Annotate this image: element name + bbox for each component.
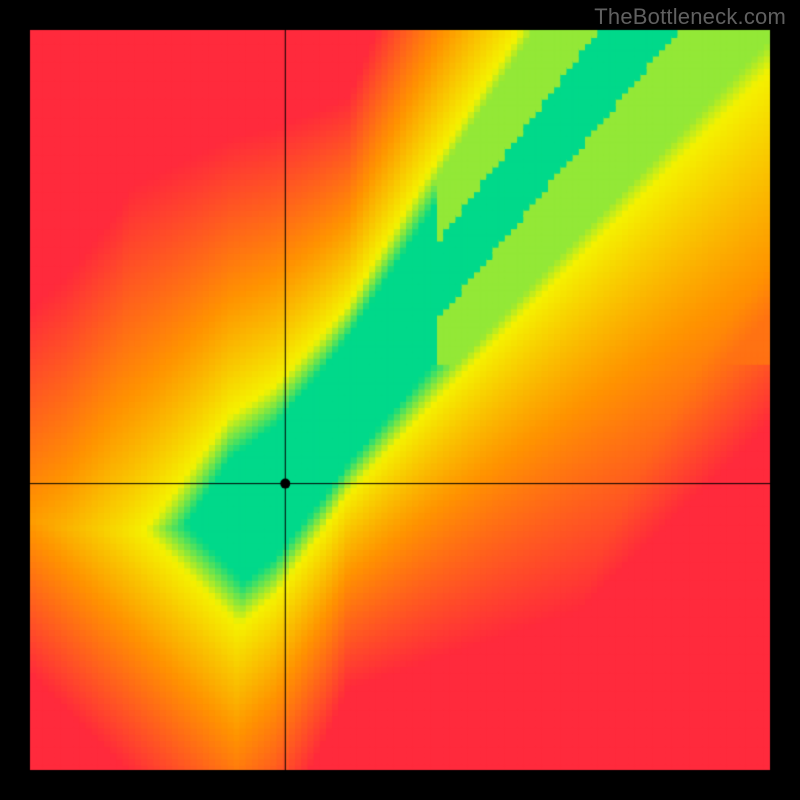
bottleneck-heatmap <box>0 0 800 800</box>
chart-container: TheBottleneck.com <box>0 0 800 800</box>
watermark-text: TheBottleneck.com <box>594 4 786 30</box>
